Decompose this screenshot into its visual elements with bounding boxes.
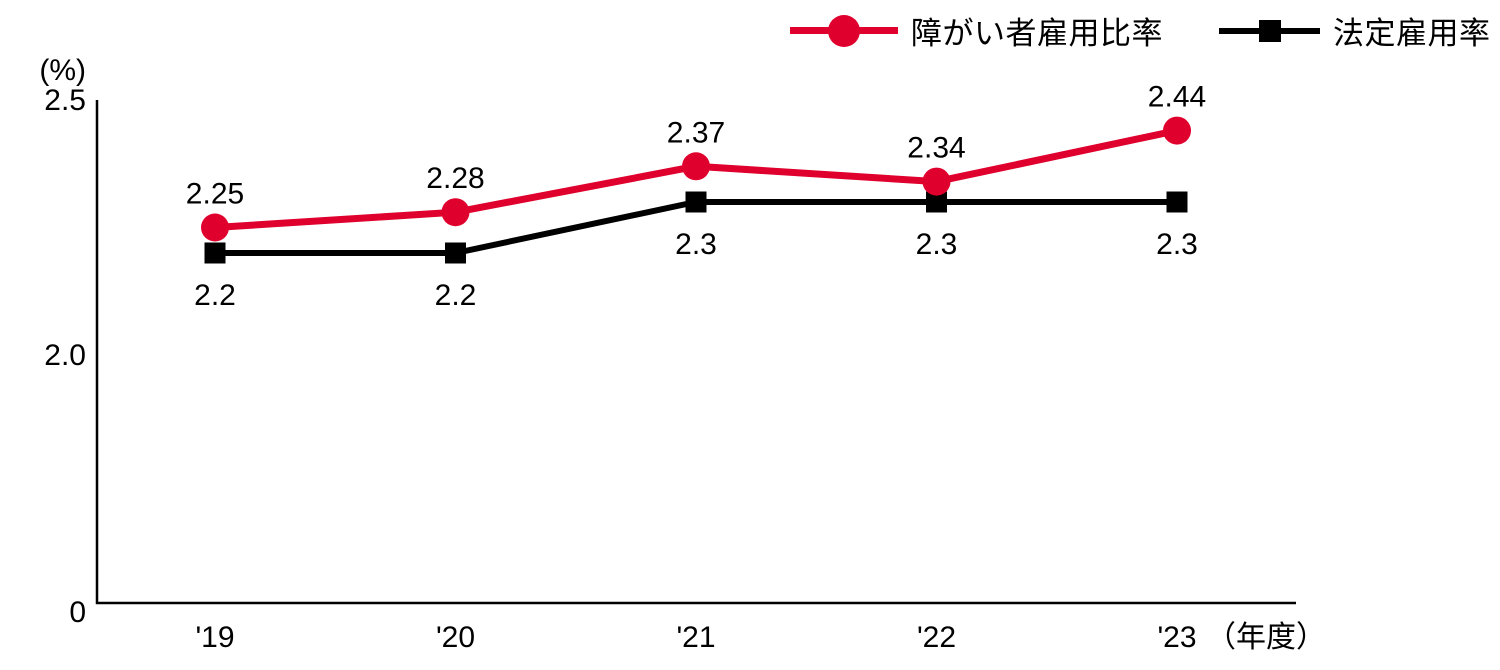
y-tick-label-2.5: 2.5 — [44, 84, 86, 117]
legend-label-disability-employment-rate: 障がい者雇用比率 — [911, 16, 1163, 51]
data-point-square — [926, 191, 947, 213]
black-line-square-marker-icon — [1219, 19, 1320, 42]
data-point-square — [1166, 191, 1188, 213]
x-tick-label-19: '19 — [195, 621, 234, 654]
x-tick-label-21: '21 — [676, 621, 715, 654]
data-label: 2.2 — [194, 279, 236, 312]
red-line-circle-marker-icon — [790, 14, 898, 47]
data-point-square — [685, 191, 707, 213]
x-tick-label-22: '22 — [917, 621, 956, 654]
data-label: 2.28 — [426, 162, 484, 195]
data-point-circle — [682, 152, 710, 181]
data-point-circle — [201, 213, 229, 242]
data-point-square — [445, 242, 466, 264]
data-point-circle — [922, 167, 951, 196]
legend-label-statutory-employment-rate: 法定雇用率 — [1333, 16, 1491, 51]
data-label: 2.34 — [907, 132, 965, 165]
y-axis-unit-label: (%) — [39, 54, 86, 87]
data-label: 2.44 — [1148, 81, 1206, 114]
y-tick-label-0: 0 — [69, 596, 86, 629]
data-label: 2.37 — [667, 116, 725, 149]
data-label: 2.3 — [916, 228, 958, 261]
legend: 障がい者雇用比率 法定雇用率 — [790, 8, 1491, 53]
data-label: 2.25 — [186, 178, 244, 211]
data-point-circle — [1163, 116, 1191, 145]
data-label: 2.2 — [435, 279, 477, 312]
data-label: 2.3 — [1156, 228, 1198, 261]
y-tick-label-2.0: 2.0 — [44, 339, 86, 372]
data-point-square — [204, 242, 226, 264]
x-tick-label-23: '23 — [1157, 621, 1196, 654]
legend-item-statutory-employment-rate: 法定雇用率 — [1219, 8, 1491, 53]
data-label: 2.3 — [675, 228, 717, 261]
data-point-circle — [441, 198, 470, 227]
x-tick-label-20: '20 — [436, 621, 475, 654]
x-axis-unit-label: （年度） — [1206, 621, 1326, 654]
axis-lines — [95, 100, 1296, 605]
legend-item-disability-employment-rate: 障がい者雇用比率 — [790, 8, 1163, 53]
